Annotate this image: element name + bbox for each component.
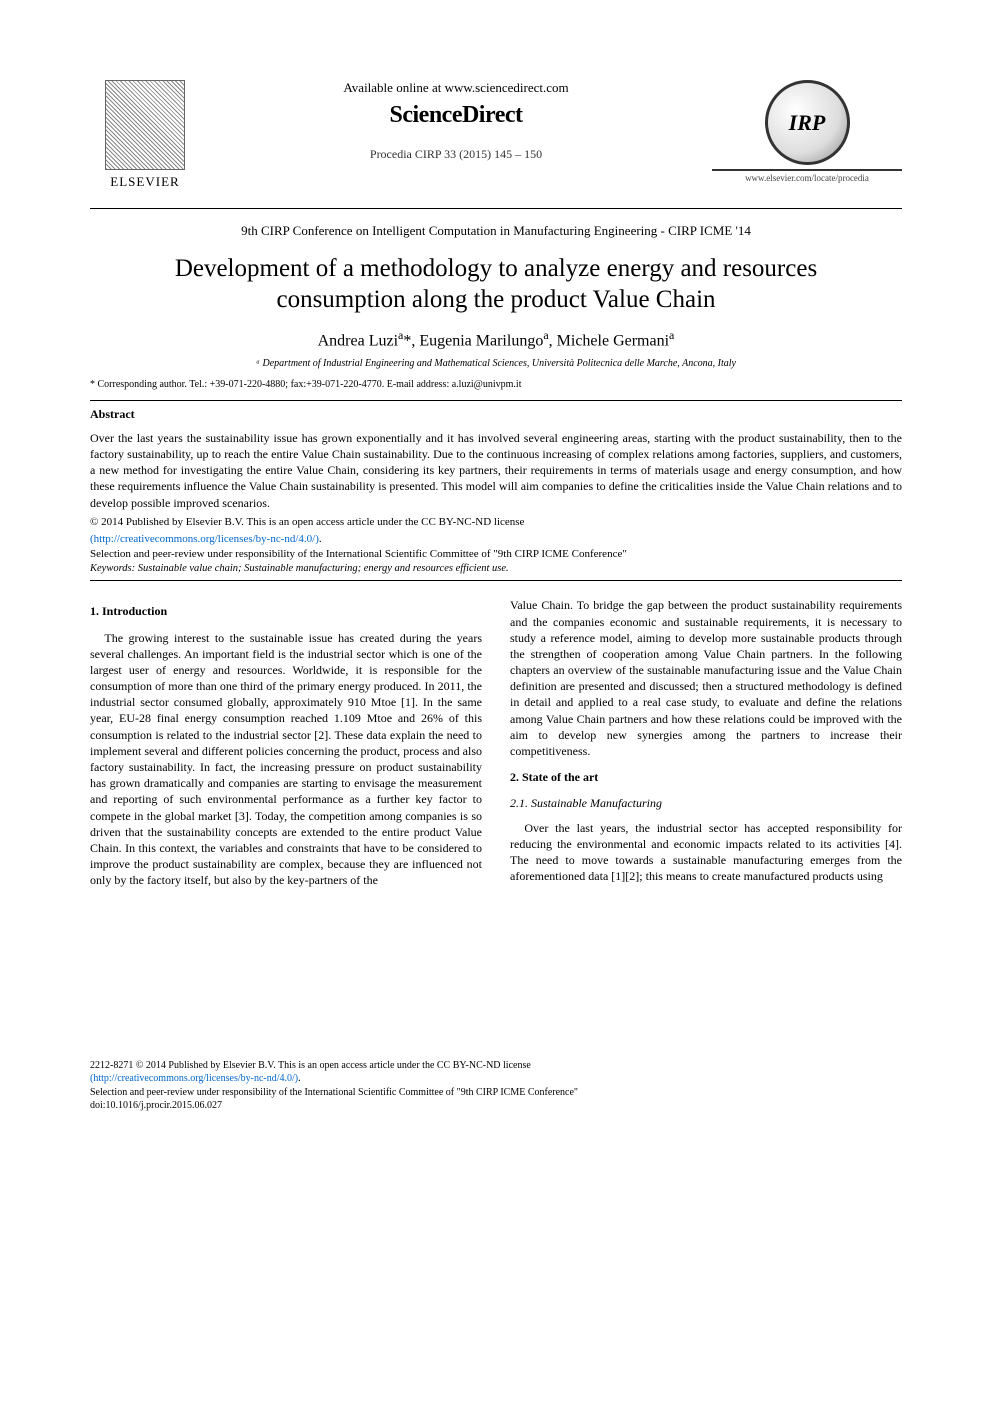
abstract-top-rule <box>90 400 902 401</box>
corresponding-text: * Corresponding author. Tel.: +39-071-22… <box>90 379 521 390</box>
title-line-1: Development of a methodology to analyze … <box>175 255 817 282</box>
section-1-heading: 1. Introduction <box>90 603 482 619</box>
footer-license-link[interactable]: (http://creativecommons.org/licenses/by-… <box>90 1073 298 1084</box>
journal-header: ELSEVIER Available online at www.science… <box>90 80 902 190</box>
license-link-row: (http://creativecommons.org/licenses/by-… <box>90 529 902 547</box>
right-column: Value Chain. To bridge the gap between t… <box>510 597 902 898</box>
abstract-heading: Abstract <box>90 407 902 422</box>
sciencedirect-logo: ScienceDirect <box>210 102 702 129</box>
elsevier-logo-block: ELSEVIER <box>90 80 200 190</box>
footer-license-row: (http://creativecommons.org/licenses/by-… <box>90 1072 902 1086</box>
license-line-2: Selection and peer-review under responsi… <box>90 547 902 561</box>
paper-title: Development of a methodology to analyze … <box>90 253 902 316</box>
header-center: Available online at www.sciencedirect.co… <box>200 80 712 162</box>
irp-logo-block: IRP www.elsevier.com/locate/procedia <box>712 80 902 183</box>
header-divider <box>90 208 902 209</box>
two-column-body: 1. Introduction The growing interest to … <box>90 597 902 898</box>
footer-doi: doi:10.1016/j.procir.2015.06.027 <box>90 1099 902 1113</box>
license-link-suffix: . <box>319 533 322 545</box>
available-online-text: Available online at www.sciencedirect.co… <box>210 80 702 96</box>
footer-copyright: 2212-8271 © 2014 Published by Elsevier B… <box>90 1059 902 1073</box>
elsevier-tree-icon <box>105 80 185 170</box>
irp-url: www.elsevier.com/locate/procedia <box>712 169 902 183</box>
keywords-line: Keywords: Sustainable value chain; Susta… <box>90 563 902 574</box>
footer-peer-review: Selection and peer-review under responsi… <box>90 1086 902 1100</box>
left-column: 1. Introduction The growing interest to … <box>90 597 482 898</box>
page-footer: 2212-8271 © 2014 Published by Elsevier B… <box>90 1059 902 1113</box>
abstract-bottom-rule <box>90 580 902 581</box>
section-2-heading: 2. State of the art <box>510 769 902 785</box>
intro-paragraph-1: The growing interest to the sustainable … <box>90 630 482 889</box>
elsevier-label: ELSEVIER <box>110 174 179 190</box>
abstract-body: Over the last years the sustainability i… <box>90 430 902 511</box>
license-link[interactable]: (http://creativecommons.org/licenses/by-… <box>90 533 319 545</box>
irp-circle-icon: IRP <box>765 80 850 165</box>
section-2-1-paragraph: Over the last years, the industrial sect… <box>510 820 902 885</box>
authors-line: Andrea Luzia*, Eugenia Marilungoa, Miche… <box>90 328 902 350</box>
procedia-citation: Procedia CIRP 33 (2015) 145 – 150 <box>210 147 702 162</box>
corresponding-author: * Corresponding author. Tel.: +39-071-22… <box>90 379 902 390</box>
title-line-2: consumption along the product Value Chai… <box>276 286 715 313</box>
license-line-1: © 2014 Published by Elsevier B.V. This i… <box>90 515 902 529</box>
footer-license-suffix: . <box>298 1073 301 1084</box>
intro-paragraph-cont: Value Chain. To bridge the gap between t… <box>510 597 902 759</box>
section-2-1-heading: 2.1. Sustainable Manufacturing <box>510 795 902 811</box>
affiliation: ᵃ Department of Industrial Engineering a… <box>90 358 902 369</box>
conference-name: 9th CIRP Conference on Intelligent Compu… <box>90 223 902 239</box>
